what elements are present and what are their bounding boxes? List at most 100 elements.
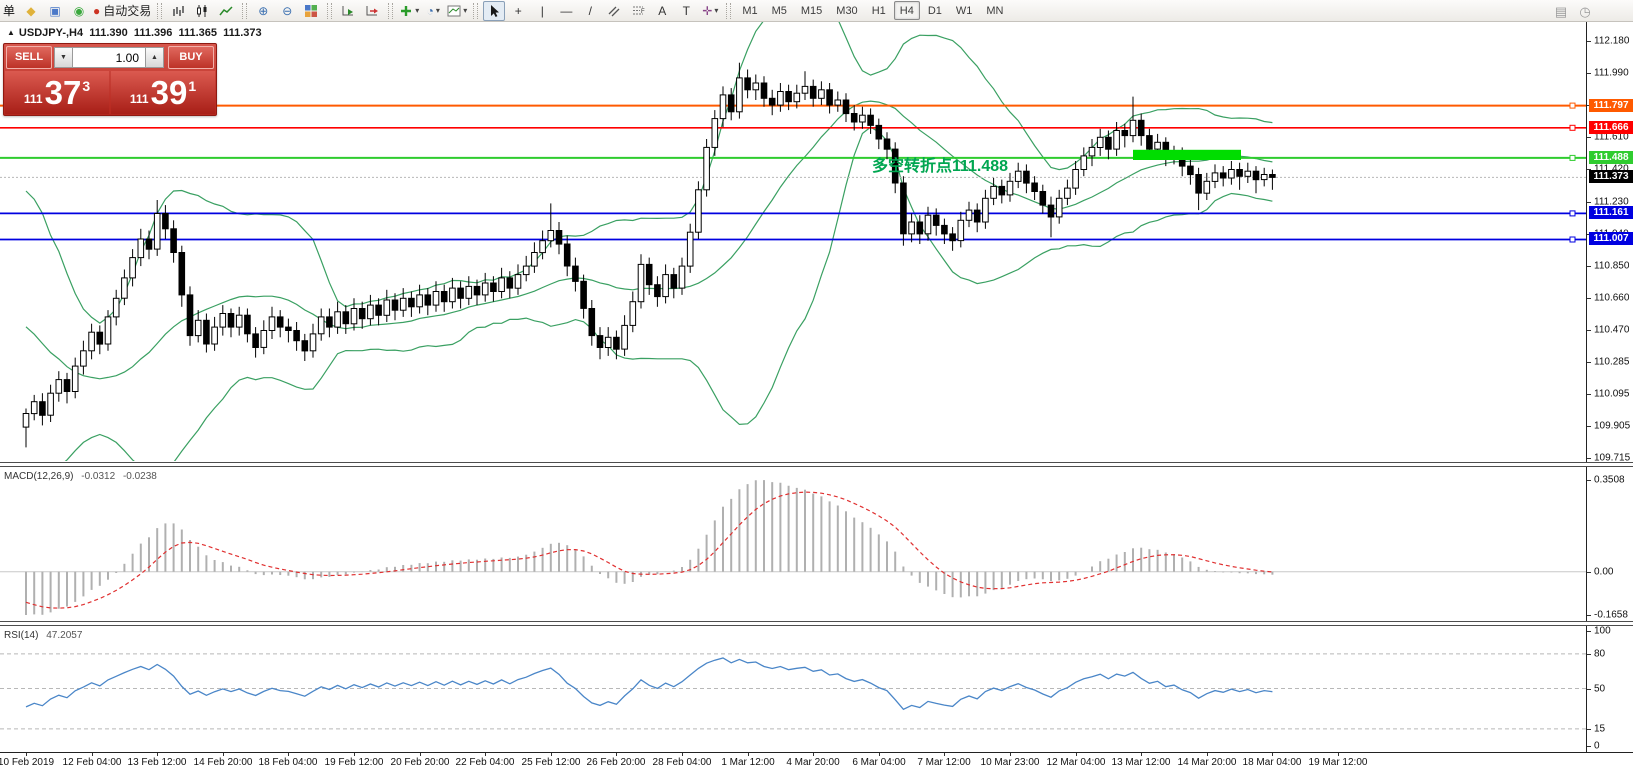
price-tick-label: 15 — [1594, 723, 1606, 735]
toolbar-separator — [473, 2, 479, 19]
timeframe-M15[interactable]: M15 — [800, 4, 823, 17]
chart-shift-icon[interactable] — [361, 1, 383, 21]
add-indicator-icon[interactable]: ▾ — [398, 1, 420, 21]
vertical-line-icon[interactable]: | — [540, 3, 544, 18]
new-order-icon[interactable]: ◆ — [26, 3, 36, 18]
volume-increase-button[interactable]: ▲ — [145, 47, 164, 68]
sell-button[interactable]: SELL — [6, 46, 52, 69]
text-label-icon[interactable]: T — [682, 3, 690, 18]
tile-windows-icon[interactable] — [300, 1, 322, 21]
zoom-out-icon[interactable]: ⊖ — [282, 3, 293, 18]
candle-body — [63, 379, 71, 393]
buy-price-sup: 1 — [188, 77, 197, 94]
main-chart-plot[interactable] — [0, 22, 1586, 461]
timeframe-M5[interactable]: M5 — [771, 4, 787, 17]
line-chart-icon[interactable] — [215, 1, 237, 21]
candle-body — [621, 324, 628, 350]
time-axis-label: 20 Feb 20:00 — [390, 757, 450, 768]
crosshair-icon[interactable]: + — [514, 3, 522, 18]
signals-icon[interactable]: ◉ — [73, 3, 85, 18]
sell-price-panel[interactable]: 111 37 3 — [5, 71, 109, 114]
text-icon[interactable]: A — [658, 3, 667, 18]
timeframe-H1[interactable]: H1 — [871, 4, 886, 17]
time-axis-label: 7 Mar 12:00 — [917, 757, 971, 768]
candlestick-chart-icon[interactable] — [191, 1, 213, 21]
zoom-in-icon[interactable]: ⊕ — [258, 3, 269, 18]
templates-icon[interactable]: ▾ — [446, 1, 468, 21]
candle-body — [1047, 204, 1055, 218]
autotrading-label: 自动交易 — [103, 4, 152, 18]
buy-button[interactable]: BUY — [168, 46, 214, 69]
timeframe-W1[interactable]: W1 — [955, 4, 973, 17]
chart-window-icon[interactable]: ▣ — [49, 3, 61, 18]
bar-chart-icon[interactable] — [167, 1, 189, 21]
candle-body — [440, 291, 448, 303]
hline-handle[interactable] — [1569, 236, 1576, 243]
candle-body — [719, 94, 727, 120]
fibonacci-icon[interactable]: F — [627, 1, 649, 21]
macd-indicator-pane[interactable] — [0, 466, 1586, 620]
candle-body — [153, 213, 161, 250]
rsi-indicator-pane[interactable] — [0, 625, 1586, 752]
cursor-icon[interactable] — [483, 0, 506, 21]
chevron-down-icon: ▾ — [415, 6, 420, 15]
time-axis-label: 4 Mar 20:00 — [786, 757, 840, 768]
time-tick — [354, 753, 355, 756]
candle-body — [399, 297, 407, 311]
time-axis-label: 19 Feb 12:00 — [324, 757, 384, 768]
candle-body — [957, 219, 965, 242]
sell-price-main: 37 — [44, 73, 82, 111]
hline-handle[interactable] — [1569, 154, 1576, 161]
time-axis-label: 14 Feb 20:00 — [193, 757, 253, 768]
hline-handle[interactable] — [1569, 124, 1576, 131]
candle-body — [752, 82, 760, 91]
candle-body — [1187, 165, 1194, 176]
hline-handle[interactable] — [1569, 210, 1576, 217]
time-axis-label: 18 Mar 04:00 — [1242, 757, 1302, 768]
chart-text-annotation[interactable]: 多空转折点111.488 — [872, 158, 1009, 175]
equidistant-channel-icon[interactable] — [603, 1, 625, 21]
candle-body — [112, 297, 120, 318]
trendline-icon[interactable]: / — [588, 3, 592, 18]
volume-decrease-button[interactable]: ▼ — [54, 47, 73, 68]
pane-splitter[interactable] — [0, 462, 1633, 467]
pane-splitter[interactable] — [0, 621, 1633, 626]
timeframe-M30[interactable]: M30 — [836, 4, 858, 17]
page-icon[interactable]: ▤ — [1554, 4, 1568, 19]
candle-body — [744, 77, 751, 91]
candle-body — [1219, 172, 1227, 179]
autotrading-button[interactable]: ● 自动交易 — [93, 3, 152, 19]
candle-body — [194, 319, 202, 337]
candle-body — [711, 118, 719, 148]
timeframe-M1[interactable]: M1 — [742, 4, 758, 17]
volume-input[interactable] — [73, 47, 145, 68]
candle-body — [1137, 119, 1145, 137]
timeframe-MN[interactable]: MN — [986, 4, 1004, 17]
candle-body — [1014, 170, 1022, 182]
candle-body — [531, 252, 538, 267]
horizontal-line-icon[interactable]: — — [560, 3, 573, 18]
candle-body — [186, 294, 194, 337]
candle-body — [268, 316, 276, 331]
price-tick-label: 110.285 — [1594, 356, 1630, 368]
price-axis[interactable]: 112.180111.990111.800111.610111.420111.2… — [1586, 22, 1633, 752]
collapse-panel-icon[interactable]: ▲ — [7, 28, 15, 37]
candle-body — [1006, 180, 1014, 196]
timeframe-H4[interactable]: H4 — [893, 1, 920, 20]
buy-price-panel[interactable]: 111 39 1 — [111, 71, 215, 114]
clock-icon[interactable]: ◷ — [1579, 4, 1591, 19]
candle-body — [408, 297, 415, 308]
periods-icon[interactable]: ◔ ▾ — [426, 3, 440, 18]
candle-body — [834, 99, 842, 106]
time-axis[interactable]: 10 Feb 2019 12 Feb 04:00 13 Feb 12:00 14 Fe… — [0, 752, 1633, 774]
arrows-icon[interactable]: ✛ ▾ — [702, 3, 719, 18]
ohlc-high: 111.396 — [133, 27, 173, 39]
hline-handle[interactable] — [1569, 102, 1576, 109]
chart-window[interactable]: ▲ USDJPY-,H4 111.390 111.396 111.365 111.… — [0, 22, 1633, 774]
sell-price-sup: 3 — [82, 77, 91, 94]
rectangle-object[interactable] — [1133, 149, 1241, 160]
candle-body — [203, 319, 210, 345]
candle-body — [416, 294, 423, 308]
timeframe-D1[interactable]: D1 — [927, 4, 942, 17]
auto-scroll-icon[interactable] — [337, 1, 359, 21]
